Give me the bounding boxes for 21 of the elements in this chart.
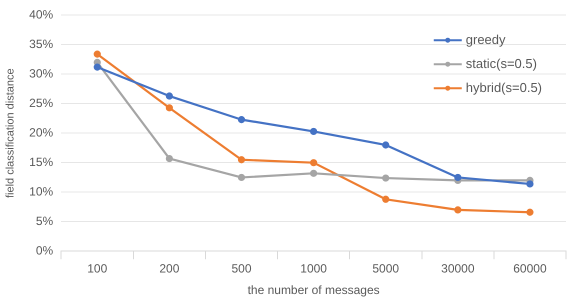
y-tick-label: 5% xyxy=(36,214,54,228)
y-tick-label: 40% xyxy=(29,8,54,22)
x-tick-label: 60000 xyxy=(513,262,547,276)
y-tick-label: 20% xyxy=(29,126,54,140)
x-axis-title: the number of messages xyxy=(248,283,380,298)
y-tick-label: 15% xyxy=(29,155,54,170)
legend-label: greedy xyxy=(466,32,506,47)
legend-label: hybrid(s=0.5) xyxy=(466,80,542,95)
x-tick-label: 200 xyxy=(159,262,180,276)
y-tick-label: 25% xyxy=(29,96,54,110)
y-tick-label: 10% xyxy=(29,184,54,199)
y-tick-label: 0% xyxy=(36,244,54,258)
x-tick-label: 5000 xyxy=(372,262,400,276)
y-tick-label: 30% xyxy=(29,66,54,81)
legend-label: static(s=0.5) xyxy=(466,56,537,71)
x-tick-label: 30000 xyxy=(441,262,475,276)
y-tick-label: 35% xyxy=(29,37,54,52)
x-tick-label: 100 xyxy=(87,262,108,276)
x-tick-label: 500 xyxy=(231,262,252,276)
x-tick-label: 1000 xyxy=(300,262,328,276)
y-axis-title: field classification distance xyxy=(4,68,17,198)
